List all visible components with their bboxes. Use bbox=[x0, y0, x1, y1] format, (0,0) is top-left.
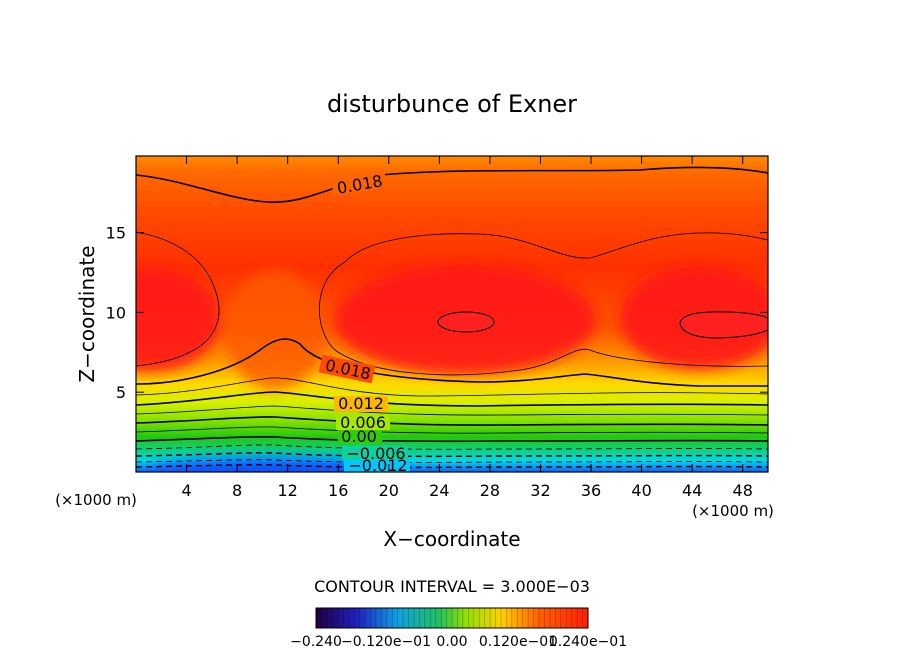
contour-center-upper bbox=[344, 232, 768, 263]
x-tick-label: 12 bbox=[278, 481, 298, 500]
contour-003 bbox=[136, 426, 768, 434]
y-axis: 5 10 15 bbox=[106, 224, 768, 402]
colorbar-labels: −0.240 −0.120e−01 0.00 0.120e−010.240e−01 bbox=[290, 634, 627, 650]
x-tick-label: 4 bbox=[181, 481, 191, 500]
colorbar-label: 0.120e−01 bbox=[479, 634, 557, 650]
colorbar-label: 0.00 bbox=[436, 634, 467, 650]
contour-006 bbox=[136, 416, 768, 426]
contour-009 bbox=[136, 405, 768, 416]
colorbar-ticks bbox=[321, 608, 583, 628]
contour-neg006 bbox=[136, 452, 768, 458]
contour-interval-text: CONTOUR INTERVAL = 3.000E−03 bbox=[314, 577, 590, 596]
y-tick-label: 10 bbox=[106, 303, 126, 322]
contour-lines bbox=[136, 166, 768, 469]
contour-neg009 bbox=[136, 459, 768, 463]
contour-000 bbox=[136, 436, 768, 443]
x-tick-label: 40 bbox=[631, 481, 651, 500]
x-tick-label: 16 bbox=[328, 481, 348, 500]
x-axis: 4 8 12 16 20 24 28 32 36 40 44 48 bbox=[181, 156, 753, 500]
colorbar-label: 0.240e−01 bbox=[549, 634, 627, 650]
x-tick-label: 20 bbox=[379, 481, 399, 500]
colorbar-label: −0.120e−01 bbox=[341, 634, 431, 650]
inner-max-center bbox=[437, 311, 495, 333]
contour-top bbox=[136, 166, 768, 203]
colorbar-fill bbox=[315, 607, 589, 629]
x-axis-title: X−coordinate bbox=[383, 527, 520, 551]
contour-label-012: 0.012 bbox=[338, 394, 384, 413]
contour-015 bbox=[136, 377, 768, 397]
colorbar-label: −0.240 bbox=[290, 634, 342, 650]
contour-018-lower bbox=[136, 338, 768, 387]
x-tick-label: 24 bbox=[429, 481, 449, 500]
contour-center-lower bbox=[318, 261, 768, 376]
x-tick-label: 36 bbox=[581, 481, 601, 500]
max-region-left bbox=[136, 268, 220, 372]
contour-label-006: 0.006 bbox=[340, 413, 386, 432]
y-tick-label: 15 bbox=[106, 224, 126, 243]
contour-neg003 bbox=[136, 444, 768, 450]
x-tick-label: 44 bbox=[682, 481, 702, 500]
chart-title: disturbunce of Exner bbox=[327, 90, 577, 118]
x-tick-label: 28 bbox=[480, 481, 500, 500]
x-tick-label: 48 bbox=[733, 481, 753, 500]
y-axis-title: Z−coordinate bbox=[75, 245, 99, 382]
plot-area bbox=[136, 156, 768, 472]
y-tick-label: 5 bbox=[116, 383, 126, 402]
contour-label-000: 0.00 bbox=[341, 427, 377, 446]
x-unit-right: (×1000 m) bbox=[692, 502, 774, 520]
x-unit-left: (×1000 m) bbox=[55, 491, 137, 509]
plot-frame bbox=[135, 155, 769, 473]
contour-label-neg012: −0.012 bbox=[348, 456, 407, 475]
contour-left-upper bbox=[136, 231, 220, 367]
x-tick-label: 8 bbox=[232, 481, 242, 500]
contour-label-neg006: −0.006 bbox=[346, 444, 405, 463]
gap-region bbox=[225, 270, 325, 390]
x-tick-label: 32 bbox=[530, 481, 550, 500]
inner-max-right bbox=[679, 311, 768, 339]
colorbar bbox=[315, 607, 589, 629]
